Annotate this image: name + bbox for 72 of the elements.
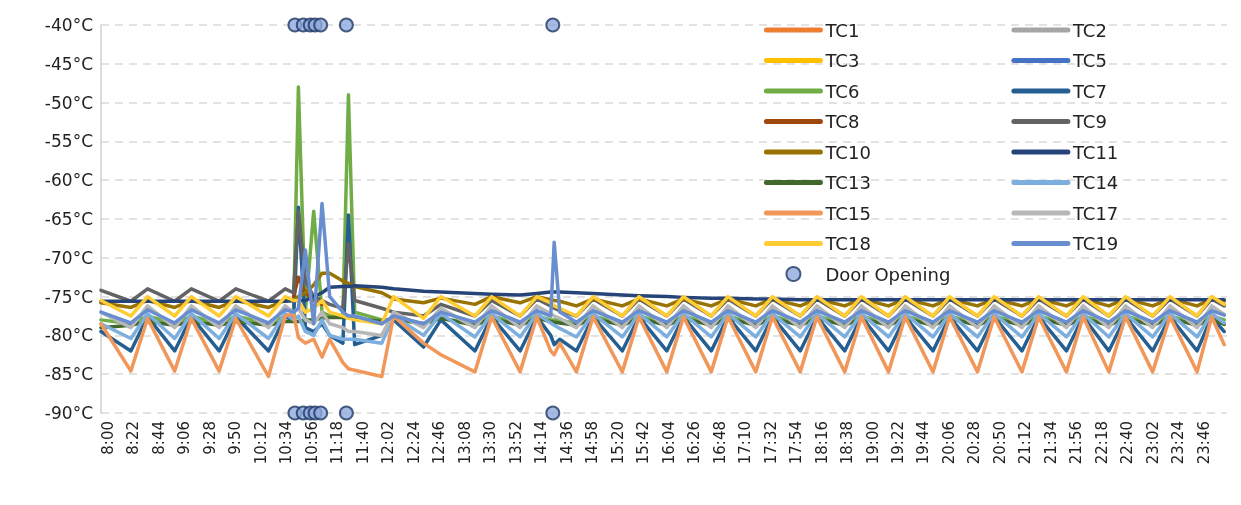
legend-label: TC8 bbox=[824, 111, 860, 132]
y-tick-label: -50°C bbox=[44, 92, 93, 113]
legend-label: TC7 bbox=[1071, 80, 1107, 102]
x-tick-label: 8:22 bbox=[124, 421, 143, 455]
x-tick-label: 18:38 bbox=[838, 421, 857, 465]
x-tick-label: 17:32 bbox=[761, 421, 780, 465]
legend-label: TC11 bbox=[1071, 141, 1119, 163]
x-tick-label: 8:44 bbox=[149, 421, 168, 455]
x-tick-label: 23:24 bbox=[1169, 421, 1188, 465]
x-tick-label: 12:46 bbox=[430, 421, 449, 465]
x-tick-label: 9:28 bbox=[200, 421, 219, 455]
x-tick-label: 13:52 bbox=[506, 421, 525, 465]
x-tick-label: 14:58 bbox=[583, 421, 602, 465]
y-tick-label: -45°C bbox=[44, 53, 93, 74]
legend-label: TC2 bbox=[1071, 19, 1107, 41]
x-tick-label: 11:18 bbox=[328, 421, 347, 465]
y-tick-label: -90°C bbox=[44, 403, 93, 423]
x-tick-label: 21:56 bbox=[1067, 421, 1086, 465]
x-tick-label: 18:16 bbox=[812, 421, 831, 465]
y-tick-label: -40°C bbox=[44, 15, 93, 35]
x-tick-label: 13:30 bbox=[481, 421, 500, 465]
x-tick-label: 23:46 bbox=[1194, 421, 1213, 465]
x-tick-label: 10:56 bbox=[302, 421, 321, 465]
legend-label: TC10 bbox=[824, 141, 871, 163]
y-tick-label: -85°C bbox=[44, 364, 93, 385]
legend-label: Door Opening bbox=[825, 263, 951, 285]
x-tick-label: 12:24 bbox=[404, 421, 423, 465]
x-tick-label: 23:02 bbox=[1143, 421, 1162, 465]
legend-label: TC13 bbox=[824, 172, 871, 193]
y-tick-label: -65°C bbox=[44, 209, 93, 229]
y-tick-label: -60°C bbox=[44, 170, 93, 191]
legend-label: TC18 bbox=[824, 233, 871, 254]
legend-label: TC17 bbox=[1071, 202, 1119, 224]
x-tick-label: 17:10 bbox=[736, 421, 755, 465]
x-tick-label: 16:04 bbox=[659, 421, 678, 465]
x-tick-label: 8:00 bbox=[98, 421, 117, 455]
legend-label: TC14 bbox=[1071, 172, 1119, 193]
x-tick-label: 15:20 bbox=[608, 421, 627, 465]
y-tick-label: -80°C bbox=[44, 325, 93, 346]
x-tick-label: 19:44 bbox=[914, 421, 933, 465]
x-tick-label: 10:12 bbox=[251, 421, 270, 465]
x-tick-label: 19:22 bbox=[889, 421, 908, 465]
x-tick-label: 10:34 bbox=[277, 421, 296, 465]
x-tick-label: 11:40 bbox=[353, 421, 372, 465]
y-tick-label: -70°C bbox=[44, 247, 93, 268]
y-tick-label: -75°C bbox=[44, 286, 93, 307]
y-tick-label: -55°C bbox=[44, 131, 93, 152]
legend-label: TC5 bbox=[1071, 50, 1107, 71]
x-tick-label: 9:06 bbox=[175, 421, 194, 455]
x-tick-label: 16:26 bbox=[685, 421, 704, 465]
legend-label: TC19 bbox=[1071, 233, 1119, 254]
x-tick-label: 21:12 bbox=[1016, 421, 1035, 465]
x-tick-label: 22:18 bbox=[1092, 421, 1111, 465]
x-tick-label: 14:14 bbox=[532, 421, 551, 465]
x-tick-label: 16:48 bbox=[710, 421, 729, 465]
x-tick-label: 14:36 bbox=[557, 421, 576, 465]
x-tick-label: 15:42 bbox=[634, 421, 653, 465]
legend-label: TC1 bbox=[824, 19, 860, 41]
x-tick-label: 12:02 bbox=[379, 421, 398, 465]
legend-label: TC9 bbox=[1071, 111, 1107, 132]
x-tick-label: 9:50 bbox=[226, 421, 245, 455]
x-tick-label: 22:40 bbox=[1118, 421, 1137, 465]
x-tick-label: 20:06 bbox=[939, 421, 958, 465]
legend-label: TC15 bbox=[824, 202, 871, 224]
x-tick-label: 20:28 bbox=[965, 421, 984, 465]
x-tick-label: 20:50 bbox=[990, 421, 1009, 465]
x-tick-label: 13:08 bbox=[455, 421, 474, 465]
x-tick-label: 17:54 bbox=[787, 421, 806, 465]
legend-label: TC3 bbox=[824, 50, 860, 71]
legend-label: TC6 bbox=[824, 80, 860, 102]
x-tick-label: 19:00 bbox=[863, 421, 882, 465]
x-tick-label: 21:34 bbox=[1041, 421, 1060, 465]
